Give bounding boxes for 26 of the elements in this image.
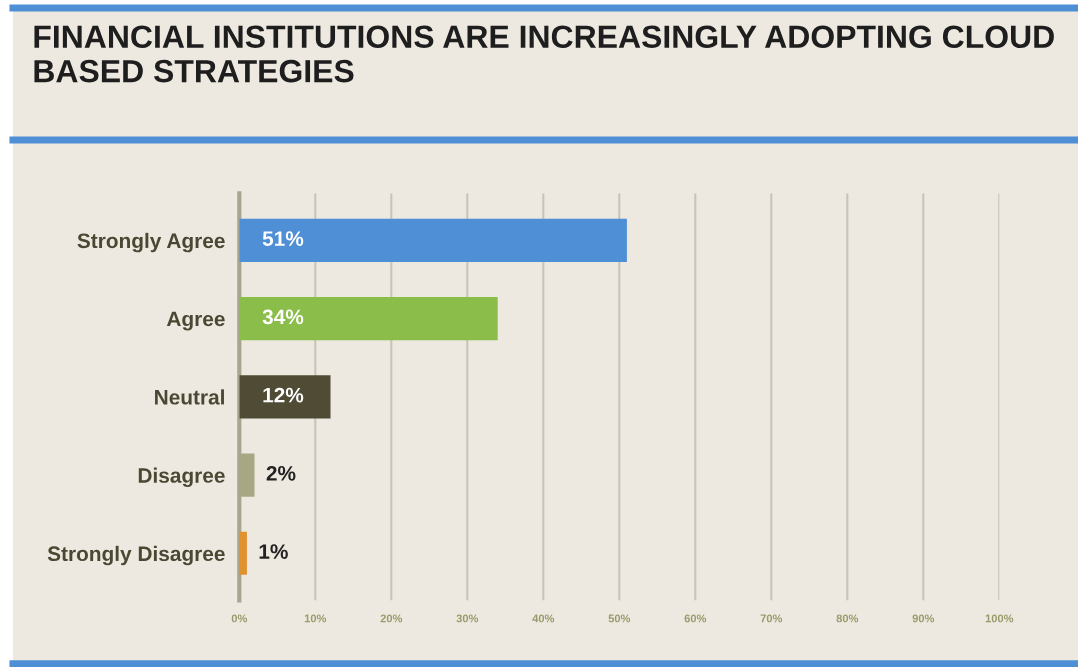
x-tick-label: 30%: [456, 614, 479, 623]
data-label: 12%: [263, 387, 304, 403]
bar: [239, 218, 627, 262]
x-tick-label: 70%: [760, 614, 783, 623]
bar: [239, 375, 331, 419]
y-tick-label: Agree: [166, 311, 225, 331]
chart-title: FINANCIAL INSTITUTIONS ARE INCREASINGLY ADOPTING CLOUD BASED STRATEGIES: [34, 25, 1054, 83]
x-tick-label: 40%: [532, 614, 555, 623]
x-tick-label: 20%: [380, 614, 403, 623]
data-label: 1%: [259, 544, 288, 559]
x-tick-label: 90%: [912, 614, 935, 623]
x-tick-label: 10%: [304, 614, 327, 623]
x-tick-label: 50%: [608, 614, 631, 623]
y-tick-label: Neutral: [155, 389, 224, 405]
x-tick-label: 0%: [231, 614, 248, 623]
x-tick-label: 80%: [836, 614, 859, 623]
data-label: 51%: [262, 231, 304, 246]
bar: [239, 297, 498, 341]
x-tick-label: 100%: [985, 614, 1014, 623]
y-tick-label: Strongly Agree: [77, 232, 225, 253]
data-label: 34%: [262, 309, 304, 325]
x-tick-label: 60%: [684, 614, 707, 623]
bar: [239, 531, 247, 575]
data-label: 2%: [266, 465, 296, 481]
y-tick-label: Strongly Disagree: [47, 545, 225, 566]
y-tick-label: Disagree: [138, 467, 225, 488]
